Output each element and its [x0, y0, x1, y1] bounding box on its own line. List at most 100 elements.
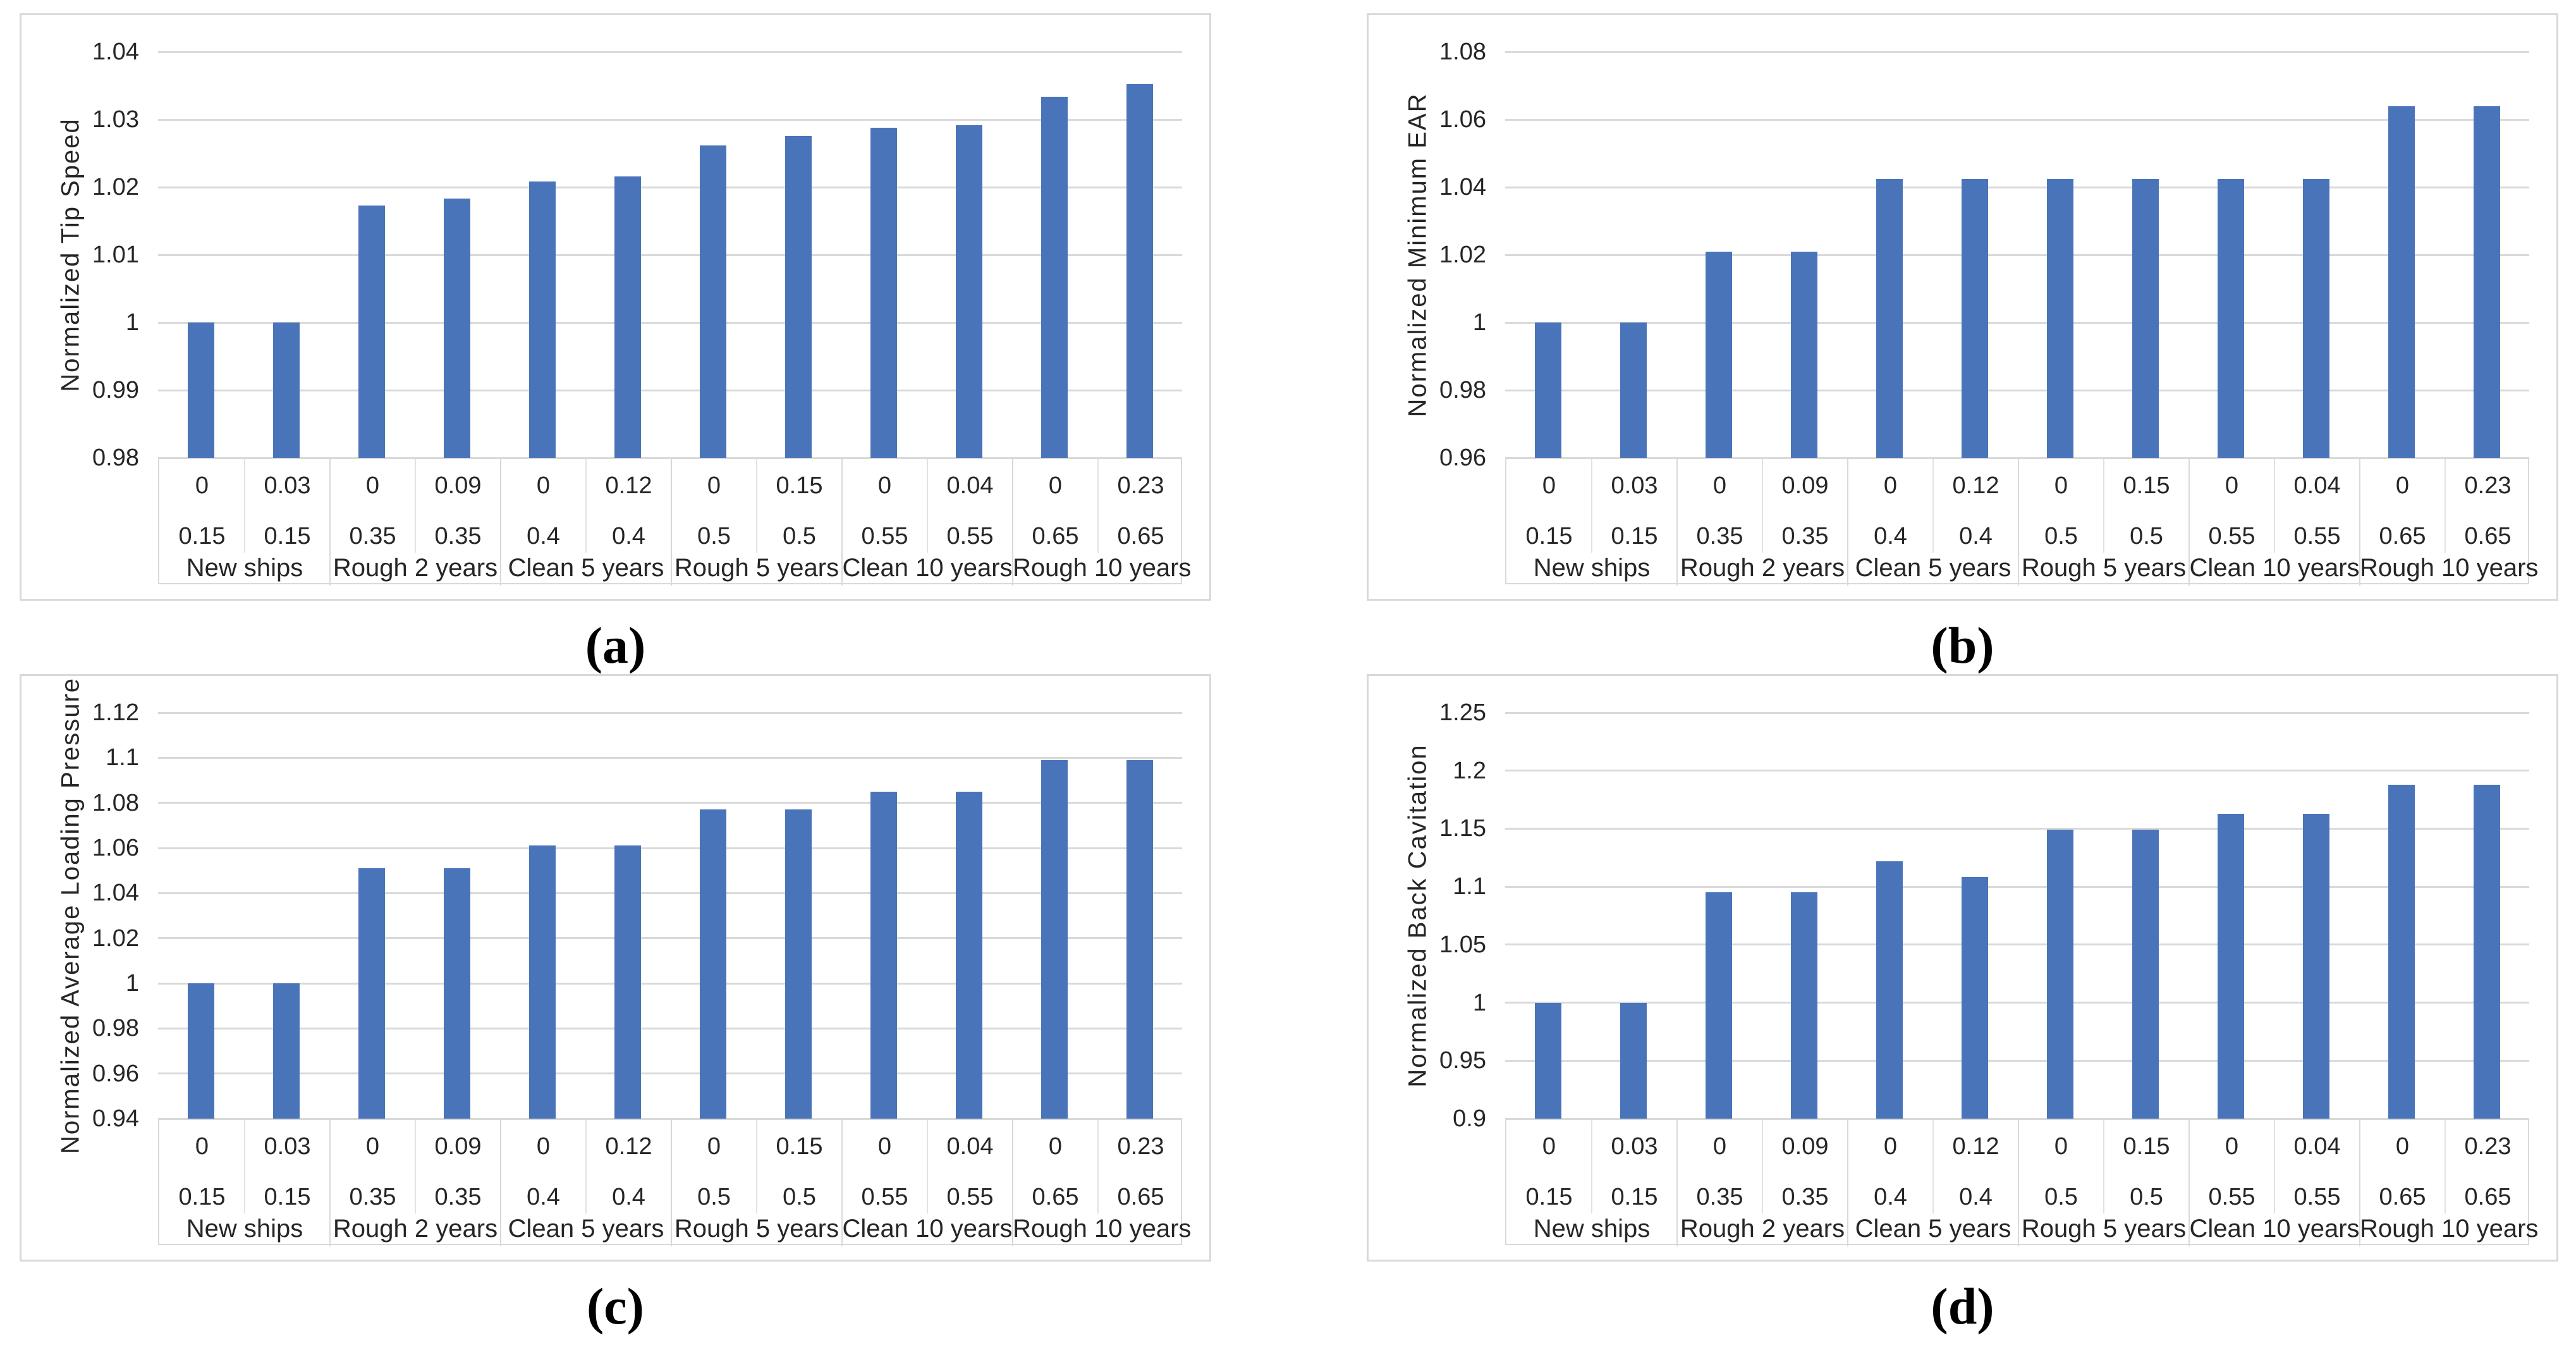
x-group-label: New ships	[1533, 554, 1651, 582]
y-tick-label: 1	[1472, 989, 1486, 1016]
table-group-separator	[1676, 459, 1678, 586]
x-tick-value-row2: 0.5	[2130, 523, 2163, 550]
bar	[1790, 251, 1817, 458]
x-tick-value-row2: 0.35	[434, 523, 482, 550]
table-group-separator	[671, 459, 672, 586]
gridline	[1505, 389, 2529, 391]
gridline	[158, 389, 1182, 391]
x-tick-value-row2: 0.5	[2044, 1184, 2078, 1210]
x-group-label: Rough 5 years	[2021, 1215, 2187, 1243]
x-tick-value-row2: 0.35	[1781, 1184, 1829, 1210]
x-tick-value-row1: 0	[2395, 472, 2410, 499]
bar	[1620, 323, 1647, 458]
bar	[1041, 759, 1068, 1119]
x-tick-value-row2: 0.4	[1874, 523, 1907, 550]
table-group-separator	[2188, 1120, 2190, 1246]
gridline	[1505, 321, 2529, 324]
table-cell-separator	[1097, 1120, 1099, 1213]
table-cell-separator	[244, 459, 245, 553]
x-group-label: Rough 2 years	[1680, 1215, 1845, 1243]
bar	[358, 868, 385, 1119]
x-tick-value-row1: 0.03	[1611, 1133, 1658, 1160]
bar	[443, 199, 470, 458]
x-group-label: Clean 10 years	[842, 1215, 1013, 1243]
x-tick-value-row2: 0.55	[2208, 523, 2256, 550]
gridline	[158, 1027, 1182, 1029]
y-tick-label: 0.98	[92, 1015, 139, 1042]
table-group-separator	[1012, 1120, 1013, 1246]
x-tick-value-row1: 0.12	[1952, 472, 1999, 499]
y-tick-label: 0.9	[1453, 1105, 1486, 1132]
table-group-separator	[2359, 459, 2360, 586]
x-tick-value-row2: 0.65	[2464, 523, 2512, 550]
x-tick-value-row1: 0.23	[2464, 472, 2512, 499]
bar	[699, 809, 726, 1119]
x-tick-value-row1: 0.23	[1117, 472, 1164, 499]
gridline	[158, 1072, 1182, 1075]
x-tick-value-row1: 0.04	[2293, 472, 2341, 499]
y-tick-label: 1	[125, 309, 139, 336]
gridline	[1505, 827, 2529, 830]
x-tick-value-row2: 0.15	[1611, 1184, 1658, 1210]
x-tick-value-row2: 0.15	[1611, 523, 1658, 550]
caption-b: (b)	[1931, 617, 1994, 674]
gridline	[158, 802, 1182, 804]
bar	[1534, 1002, 1561, 1119]
bar	[2473, 784, 2500, 1119]
table-cell-separator	[2274, 1120, 2275, 1213]
x-group-label: Rough 10 years	[1013, 554, 1192, 582]
table-cell-separator	[2445, 1120, 2446, 1213]
x-tick-value-row2: 0.5	[2130, 1184, 2163, 1210]
x-tick-value-row2: 0.65	[2379, 1184, 2426, 1210]
table-cell-separator	[2445, 459, 2446, 553]
x-axis-table: New ships Rough 2 years Clean 5 years Rough…	[158, 1119, 1191, 1246]
x-tick-value-row1: 0	[365, 1133, 380, 1160]
gridline	[1505, 885, 2529, 888]
x-tick-value-row1: 0.23	[2464, 1133, 2512, 1160]
x-tick-value-row2: 0.5	[697, 1184, 731, 1210]
x-tick-value-row1: 0.15	[2123, 1133, 2170, 1160]
gridline	[1505, 118, 2529, 121]
bar	[2302, 813, 2329, 1119]
bar	[784, 809, 812, 1119]
x-tick-value-row2: 0.4	[612, 523, 645, 550]
x-tick-value-row2: 0.15	[1525, 523, 1573, 550]
x-group-label: Rough 2 years	[333, 1215, 498, 1243]
x-tick-value-row1: 0.09	[1781, 472, 1829, 499]
table-cell-separator	[1097, 459, 1099, 553]
y-tick-label: 1	[1472, 309, 1486, 336]
bar	[2217, 178, 2244, 458]
subfigure-c: Normalized Average Loading Pressure 0.94 0…	[20, 674, 1211, 1341]
x-tick-value-row1: 0	[2054, 472, 2068, 499]
x-tick-value-row1: 0	[877, 1133, 892, 1160]
bar	[272, 983, 300, 1119]
table-cell-separator	[2103, 1120, 2104, 1213]
table-cell-separator	[2274, 459, 2275, 553]
bar	[2132, 830, 2159, 1119]
y-tick-label: 1.01	[92, 242, 139, 268]
gridline	[1505, 770, 2529, 772]
x-group-label: Rough 2 years	[333, 554, 498, 582]
table-group-separator	[841, 459, 843, 586]
table-group-separator	[500, 459, 501, 586]
gridline	[158, 892, 1182, 894]
x-tick-value-row2: 0.4	[527, 1184, 560, 1210]
bar	[784, 135, 812, 458]
caption-d: (d)	[1931, 1277, 1994, 1335]
x-tick-value-row2: 0.35	[1781, 523, 1829, 550]
x-tick-value-row1: 0.12	[1952, 1133, 1999, 1160]
x-tick-value-row1: 0	[2395, 1133, 2410, 1160]
table-group-separator	[329, 459, 331, 586]
x-tick-value-row2: 0.15	[178, 523, 226, 550]
y-tick-label: 1.04	[1439, 174, 1486, 200]
x-axis-table: New ships Rough 2 years Clean 5 years Rough…	[1505, 458, 2538, 586]
x-tick-value-row2: 0.15	[264, 523, 311, 550]
bar	[1876, 861, 1903, 1119]
x-tick-value-row1: 0	[365, 472, 380, 499]
gridline	[1505, 711, 2529, 714]
gridline	[158, 51, 1182, 53]
y-tick-label: 1.04	[92, 39, 139, 65]
x-group-label: Rough 5 years	[674, 554, 839, 582]
x-tick-value-row1: 0.12	[605, 1133, 652, 1160]
x-tick-value-row2: 0.5	[697, 523, 731, 550]
